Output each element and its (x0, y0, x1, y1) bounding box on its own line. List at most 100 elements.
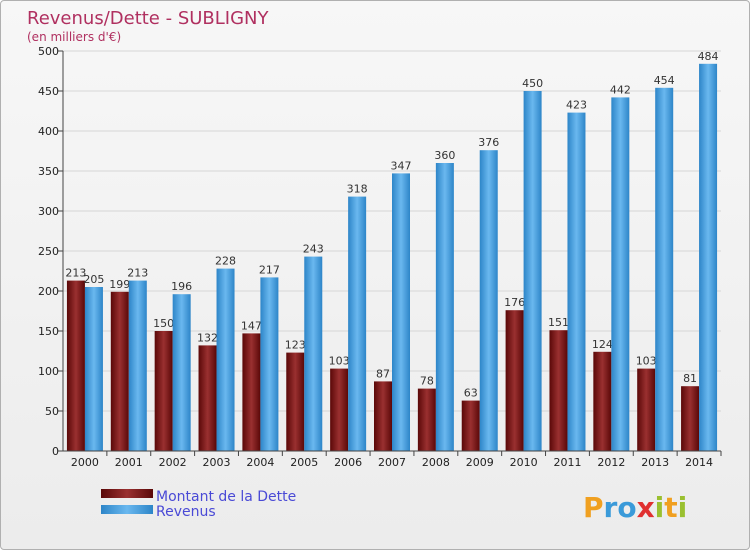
y-tick-label: 300 (38, 205, 59, 218)
proxiti-logo: Proxiti (583, 491, 687, 524)
x-tick-label: 2004 (246, 456, 274, 469)
data-label: 103 (636, 355, 657, 368)
x-tick-label: 2010 (510, 456, 538, 469)
legend-label-revenus: Revenus (156, 504, 216, 520)
x-tick-label: 2003 (203, 456, 231, 469)
data-label: 360 (434, 149, 455, 162)
x-tick-label: 2007 (378, 456, 406, 469)
bar-dette (549, 330, 568, 451)
x-tick-label: 2008 (422, 456, 450, 469)
x-tick-label: 2009 (466, 456, 494, 469)
bar-dette (505, 310, 524, 451)
x-tick-label: 2011 (553, 456, 581, 469)
y-tick-label: 400 (38, 125, 59, 138)
data-label: 217 (259, 263, 280, 276)
data-label: 78 (420, 375, 434, 388)
legend-label-debt: Montant de la Dette (156, 489, 296, 505)
bar-dette (681, 386, 700, 451)
bar-revenus (479, 150, 498, 451)
chart-title: Revenus/Dette - SUBLIGNY (27, 8, 270, 29)
data-label: 124 (592, 338, 613, 351)
y-tick-label: 350 (38, 165, 59, 178)
bar-dette (286, 352, 305, 451)
bar-revenus (304, 256, 323, 451)
x-tick-label: 2001 (115, 456, 143, 469)
bar-dette (374, 381, 392, 451)
legend-swatch-revenus (101, 505, 153, 514)
x-tick-label: 2006 (334, 456, 362, 469)
legend: Montant de la Dette Revenus (101, 489, 296, 520)
data-label: 150 (153, 317, 174, 330)
bar-dette (637, 368, 656, 451)
y-tick-label: 250 (38, 245, 59, 258)
bar-revenus (172, 294, 191, 451)
data-label: 87 (376, 367, 390, 380)
data-label: 318 (347, 183, 368, 196)
bar-revenus (611, 97, 630, 452)
bar-revenus (216, 268, 235, 451)
data-label: 199 (109, 278, 130, 291)
y-tick-label: 100 (38, 365, 59, 378)
bar-revenus (435, 163, 454, 451)
data-label: 454 (654, 74, 675, 87)
bar-revenus (260, 277, 279, 451)
legend-swatch-debt (101, 489, 153, 498)
y-tick-label: 150 (38, 325, 59, 338)
bar-revenus (699, 63, 718, 452)
data-label: 243 (303, 243, 324, 256)
y-tick-label: 50 (45, 405, 59, 418)
y-tick-label: 200 (38, 285, 59, 298)
bar-dette (417, 388, 436, 451)
data-label: 147 (241, 319, 262, 332)
data-label: 103 (329, 355, 350, 368)
bar-revenus (655, 87, 674, 452)
bar-revenus (523, 91, 542, 451)
bar-revenus (392, 173, 410, 451)
bar-revenus (84, 287, 103, 451)
data-label: 213 (65, 267, 86, 280)
x-tick-label: 2013 (641, 456, 669, 469)
x-tick-label: 2002 (159, 456, 187, 469)
x-tick-label: 2012 (597, 456, 625, 469)
bar-dette (242, 333, 261, 451)
data-label: 205 (83, 273, 104, 286)
bar-dette (66, 280, 85, 451)
data-label: 228 (215, 255, 236, 268)
bar-revenus (128, 280, 147, 451)
chart-subtitle: (en milliers d'€) (27, 30, 121, 44)
data-label: 123 (285, 339, 306, 352)
data-label: 423 (566, 99, 587, 112)
data-label: 196 (171, 280, 192, 293)
data-label: 484 (698, 50, 719, 63)
data-label: 81 (683, 372, 697, 385)
bar-dette (154, 331, 173, 451)
bar-revenus (567, 112, 586, 451)
x-tick-label: 2005 (290, 456, 318, 469)
bar-dette (593, 351, 612, 451)
data-label: 151 (548, 316, 569, 329)
bar-dette (461, 400, 480, 451)
y-tick-label: 0 (52, 445, 59, 458)
data-label: 442 (610, 83, 631, 96)
data-label: 213 (127, 267, 148, 280)
data-label: 176 (504, 296, 525, 309)
y-axis: 0 50 100 150 200 250 300 350 400 450 500 (38, 45, 64, 458)
logo-text: Proxiti (583, 491, 687, 524)
data-label: 63 (464, 387, 478, 400)
data-label: 450 (522, 77, 543, 90)
bar-revenus (348, 196, 367, 451)
x-tick-label: 2014 (685, 456, 713, 469)
x-tick-label: 2000 (71, 456, 99, 469)
y-tick-label: 500 (38, 45, 59, 58)
data-label: 376 (478, 136, 499, 149)
bar-dette (110, 291, 129, 451)
data-label: 347 (391, 159, 412, 172)
bar-dette (198, 345, 217, 451)
data-label: 132 (197, 331, 218, 344)
bar-dette (330, 368, 349, 451)
x-axis: 2000 2001 2002 2003 2004 2005 2006 2007 2008 2009… (63, 450, 722, 469)
y-tick-label: 450 (38, 85, 59, 98)
